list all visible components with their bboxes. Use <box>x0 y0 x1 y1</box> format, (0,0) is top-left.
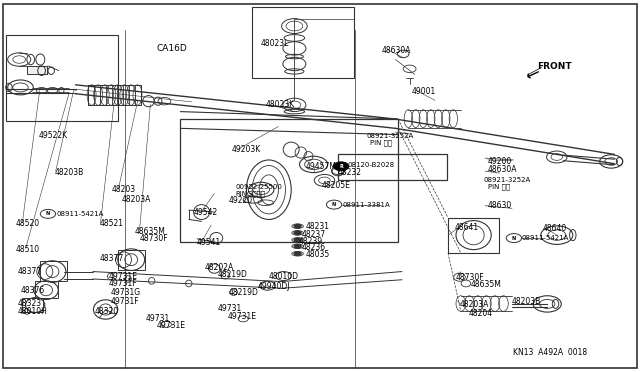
Text: 48641: 48641 <box>454 223 479 232</box>
Text: 48237: 48237 <box>302 230 326 239</box>
Text: RINGリング: RINGリング <box>236 190 266 197</box>
Text: N: N <box>512 235 516 241</box>
Circle shape <box>294 238 301 242</box>
Text: 48219D: 48219D <box>229 288 259 296</box>
Text: 48023L: 48023L <box>260 39 289 48</box>
Text: 48203: 48203 <box>112 185 136 194</box>
Bar <box>40 261 67 281</box>
Text: 48510: 48510 <box>16 245 40 254</box>
Text: 49731G: 49731G <box>111 288 141 296</box>
Text: 08911-3381A: 08911-3381A <box>342 202 390 208</box>
Text: 49522K: 49522K <box>38 131 68 140</box>
Text: 48730F: 48730F <box>140 234 168 243</box>
Text: 48640: 48640 <box>543 224 567 233</box>
Text: 49731F: 49731F <box>111 297 140 306</box>
Text: 48202A: 48202A <box>205 263 234 272</box>
Text: 48010D: 48010D <box>269 272 299 280</box>
Text: 49731: 49731 <box>146 314 170 323</box>
Text: 48203A: 48203A <box>122 195 151 203</box>
Text: 48630: 48630 <box>488 201 512 210</box>
Circle shape <box>326 200 342 209</box>
Text: 48203B: 48203B <box>54 169 84 177</box>
Text: 49542: 49542 <box>194 208 218 217</box>
Text: 48205E: 48205E <box>322 181 351 190</box>
Text: 48236: 48236 <box>302 243 326 252</box>
Text: 48323: 48323 <box>18 299 42 308</box>
Bar <box>27 66 47 74</box>
Text: 49731: 49731 <box>218 304 242 312</box>
Text: 49457M: 49457M <box>306 162 337 171</box>
Text: 08911-5421A: 08911-5421A <box>522 235 569 241</box>
Text: 49731E: 49731E <box>157 321 186 330</box>
Circle shape <box>294 231 301 235</box>
Bar <box>6 35 118 121</box>
Text: 48730F: 48730F <box>456 273 484 282</box>
Text: 49731E: 49731E <box>109 272 138 281</box>
Text: N: N <box>46 211 50 217</box>
Text: 48219D: 48219D <box>218 270 248 279</box>
Circle shape <box>294 251 301 256</box>
Text: 48204: 48204 <box>468 309 493 318</box>
Text: 48521: 48521 <box>99 219 123 228</box>
Bar <box>22 298 43 312</box>
Text: 48630A: 48630A <box>488 165 517 174</box>
Text: 48203B: 48203B <box>512 297 541 306</box>
Text: 48520: 48520 <box>16 219 40 228</box>
Text: 49731F: 49731F <box>109 279 138 288</box>
Text: 48377: 48377 <box>18 267 42 276</box>
Text: 48232: 48232 <box>337 168 362 177</box>
Bar <box>180 119 398 242</box>
Text: 49940DJ: 49940DJ <box>258 282 291 291</box>
Text: 49203K: 49203K <box>232 145 261 154</box>
Text: KN13  A492A  0018: KN13 A492A 0018 <box>513 348 588 357</box>
Bar <box>448 218 499 253</box>
Circle shape <box>333 162 349 171</box>
Text: 49001: 49001 <box>412 87 436 96</box>
Text: 49220: 49220 <box>229 196 253 205</box>
Circle shape <box>294 224 301 228</box>
Text: 48010H: 48010H <box>18 307 48 316</box>
Circle shape <box>294 244 301 248</box>
Bar <box>252 7 354 78</box>
Text: 48635M: 48635M <box>134 227 165 236</box>
Text: PIN ピン: PIN ピン <box>370 139 392 146</box>
Text: 08911-5421A: 08911-5421A <box>56 211 104 217</box>
Text: 48376: 48376 <box>20 286 45 295</box>
Text: 48630A: 48630A <box>382 46 412 55</box>
Bar <box>35 281 58 298</box>
Text: 48231: 48231 <box>305 222 329 231</box>
Text: 49541: 49541 <box>197 238 221 247</box>
Text: 48239: 48239 <box>299 237 323 246</box>
Text: N: N <box>332 202 336 207</box>
Text: CA16D: CA16D <box>157 44 188 53</box>
Text: R: R <box>339 164 343 169</box>
Text: 00922-25500: 00922-25500 <box>236 184 282 190</box>
Circle shape <box>40 209 56 218</box>
Text: 48203A: 48203A <box>460 300 489 309</box>
Text: 48023K: 48023K <box>266 100 295 109</box>
Text: 48320: 48320 <box>95 307 119 316</box>
Text: 08120-B2028: 08120-B2028 <box>348 162 395 168</box>
Bar <box>338 154 447 180</box>
Bar <box>118 250 145 270</box>
Text: 48377: 48377 <box>99 254 124 263</box>
Text: FRONT: FRONT <box>538 62 572 71</box>
Text: 48035: 48035 <box>305 250 330 259</box>
Text: 49731E: 49731E <box>227 312 256 321</box>
Text: PIN ピン: PIN ピン <box>488 183 510 190</box>
Circle shape <box>506 234 522 243</box>
Text: 08921-3252A: 08921-3252A <box>367 133 414 139</box>
Text: 08921-3252A: 08921-3252A <box>483 177 531 183</box>
Text: 49200: 49200 <box>488 157 512 166</box>
Text: 48635M: 48635M <box>470 280 501 289</box>
